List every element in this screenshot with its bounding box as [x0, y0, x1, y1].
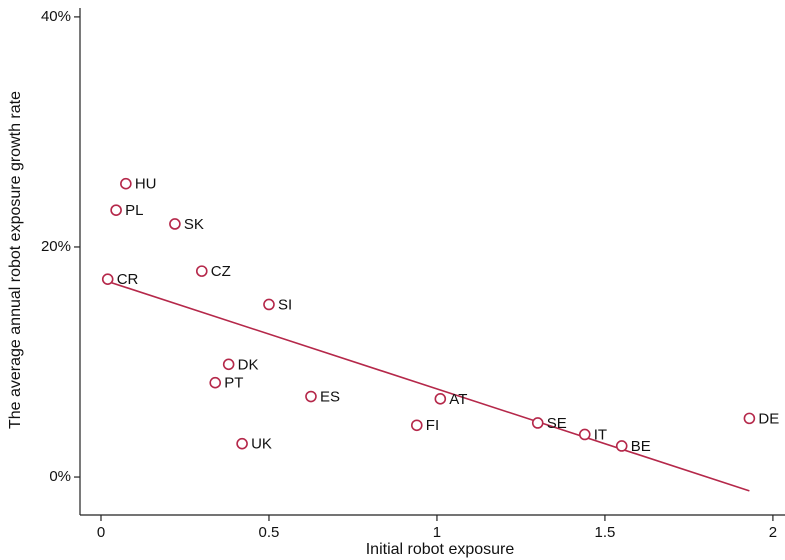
x-tick-label: 1.5 — [594, 524, 615, 541]
point-label: SE — [547, 415, 567, 432]
y-tick-label: 20% — [41, 238, 71, 255]
point-label: HU — [135, 176, 157, 193]
scatter-point — [263, 298, 275, 311]
fit-line — [107, 280, 750, 492]
x-tick-label: 1 — [433, 524, 441, 541]
y-tick-label: 0% — [49, 468, 71, 485]
scatter-point — [743, 412, 756, 425]
x-tick-label: 2 — [769, 524, 777, 541]
point-label: PT — [224, 375, 243, 392]
scatter-point — [120, 177, 132, 190]
point-label: DE — [758, 410, 779, 427]
scatter-point — [578, 428, 591, 441]
point-label: ES — [320, 388, 340, 405]
point-label: PL — [125, 202, 143, 219]
scatter-point — [531, 417, 544, 429]
point-label: CR — [117, 271, 139, 288]
y-axis-label: The average annual robot exposure growth… — [7, 91, 24, 429]
point-label: BE — [631, 438, 651, 455]
scatter-point — [222, 358, 235, 371]
point-label: IT — [594, 426, 607, 443]
scatter-point — [434, 393, 447, 405]
point-label: SI — [278, 296, 292, 313]
scatter-point — [110, 204, 122, 216]
point-label: FI — [426, 417, 439, 434]
y-tick-label: 40% — [41, 8, 71, 25]
x-tick-label: 0 — [97, 524, 105, 541]
scatter-point — [209, 376, 222, 389]
scatter-point — [101, 273, 114, 285]
scatter-point — [169, 218, 181, 230]
x-axis-label: Initial robot exposure — [366, 541, 515, 558]
scatter-point — [615, 440, 628, 452]
scatter-point — [236, 437, 248, 450]
point-label: UK — [251, 436, 272, 453]
scatter-point — [410, 419, 423, 432]
scatter-point — [305, 390, 317, 403]
scatter-point — [195, 265, 208, 277]
point-label: CZ — [211, 263, 231, 280]
point-label: DK — [238, 356, 259, 373]
x-tick-label: 0.5 — [259, 524, 280, 541]
point-label: SK — [184, 216, 204, 233]
point-label: AT — [449, 391, 467, 408]
